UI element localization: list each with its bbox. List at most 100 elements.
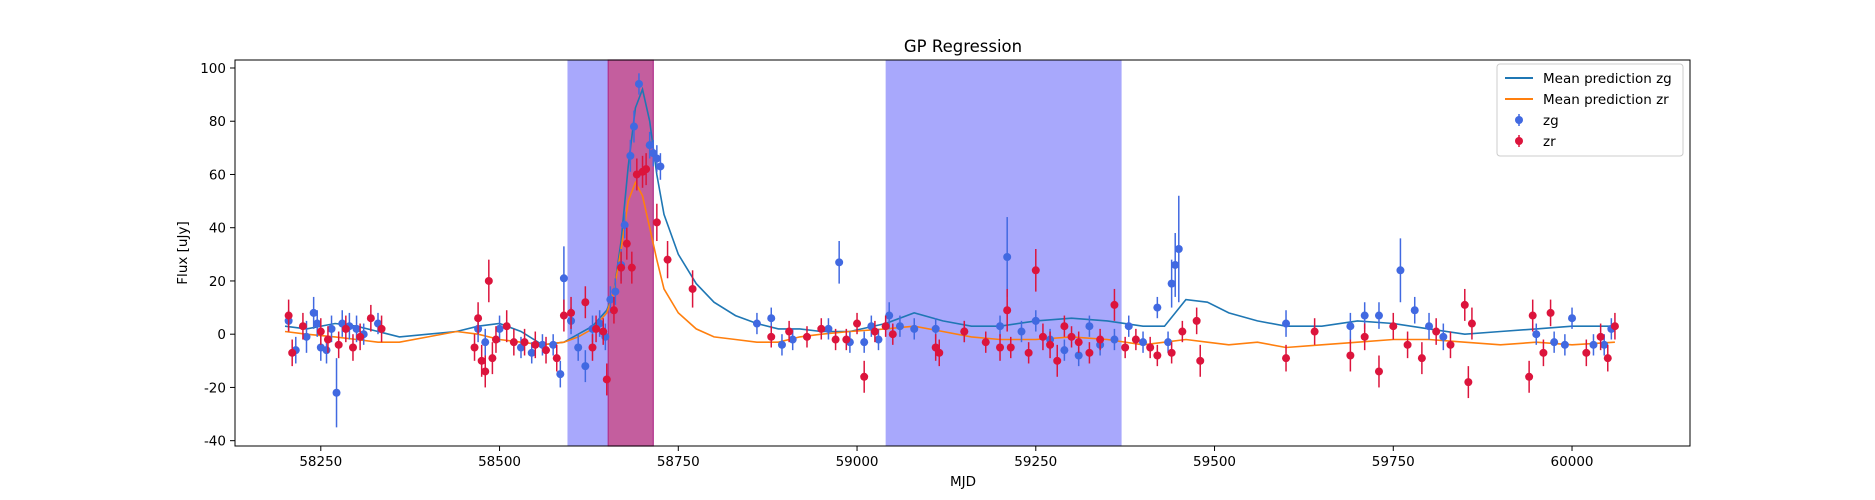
marker (302, 332, 311, 341)
marker (559, 311, 568, 320)
marker (1153, 303, 1162, 312)
marker (1546, 308, 1555, 317)
marker (860, 372, 869, 381)
data-point-zg (656, 153, 665, 180)
data-point-zg (1017, 320, 1026, 343)
data-point-zg (895, 315, 904, 337)
marker (481, 367, 490, 376)
y-tick-label: -20 (204, 380, 226, 396)
data-point-zg (634, 73, 643, 95)
data-point-zr (1403, 331, 1412, 359)
data-point-zr (981, 331, 990, 353)
marker (663, 255, 672, 264)
data-point-zg (1410, 296, 1419, 324)
data-point-zr (1596, 323, 1605, 351)
marker (1460, 300, 1469, 309)
marker (617, 263, 626, 272)
marker (520, 338, 529, 347)
marker (1346, 322, 1355, 331)
data-point-zr (1467, 307, 1476, 340)
marker (777, 340, 786, 349)
data-point-zr (502, 310, 511, 343)
marker (502, 322, 511, 331)
marker (788, 335, 797, 344)
marker (602, 375, 611, 384)
data-point-zg (860, 331, 869, 353)
marker (1539, 348, 1548, 357)
marker (835, 258, 844, 267)
data-point-zr (341, 315, 350, 343)
marker (567, 308, 576, 317)
marker (527, 348, 536, 357)
y-tick-label: 60 (209, 167, 226, 183)
data-point-zr (1024, 342, 1033, 364)
data-point-zr (1074, 331, 1083, 353)
data-point-zr (1192, 307, 1201, 335)
data-point-zr (1131, 328, 1140, 351)
marker (656, 162, 665, 171)
x-tick-label: 59250 (1014, 454, 1057, 470)
data-point-zr (602, 363, 611, 396)
marker (1060, 322, 1069, 331)
marker (284, 311, 293, 320)
marker (1110, 335, 1119, 344)
marker (1153, 351, 1162, 360)
data-point-zg (1425, 312, 1434, 340)
data-point-zr (1346, 339, 1355, 372)
marker (1031, 266, 1040, 275)
data-point-zg (1124, 315, 1133, 337)
marker (1446, 340, 1455, 349)
data-point-zr (935, 339, 944, 367)
data-point-zr (1046, 331, 1055, 359)
data-point-zg (629, 110, 638, 143)
data-point-zr (996, 334, 1005, 361)
marker (1374, 311, 1383, 320)
data-point-zr (323, 326, 332, 353)
data-point-zg (1060, 339, 1069, 361)
data-point-zr (599, 318, 608, 345)
x-tick-label: 58250 (299, 454, 342, 470)
marker (474, 314, 483, 323)
marker (559, 274, 568, 283)
data-point-zr (642, 153, 651, 186)
marker (1060, 346, 1069, 355)
marker (341, 324, 350, 333)
data-point-zr (688, 270, 697, 308)
marker (1464, 378, 1473, 387)
data-point-zg (752, 312, 761, 335)
marker (996, 343, 1005, 352)
data-point-zg (1031, 310, 1040, 332)
marker (931, 324, 940, 333)
marker (996, 322, 1005, 331)
marker (1110, 300, 1119, 309)
data-point-zr (581, 286, 590, 319)
data-point-zr (1121, 336, 1130, 359)
data-point-zg (835, 241, 844, 284)
marker (622, 239, 631, 248)
data-point-zr (1389, 312, 1398, 340)
marker (626, 151, 635, 160)
marker (1031, 316, 1040, 325)
marker (1417, 354, 1426, 363)
marker (895, 322, 904, 331)
data-point-zg (910, 318, 919, 340)
legend-label: zr (1543, 134, 1556, 150)
marker (1582, 348, 1591, 357)
data-point-zr (652, 203, 661, 242)
marker (1403, 340, 1412, 349)
marker (552, 354, 561, 363)
marker (881, 322, 890, 331)
legend-label: zg (1543, 113, 1559, 129)
data-point-zr (1546, 299, 1555, 327)
data-point-zr (1085, 342, 1094, 364)
data-point-zr (288, 339, 297, 367)
marker (609, 306, 618, 315)
marker (298, 322, 307, 331)
data-point-zg (611, 278, 620, 305)
shaded-region (567, 60, 609, 446)
marker (488, 354, 497, 363)
marker (1167, 348, 1176, 357)
marker (885, 311, 894, 320)
marker (470, 343, 479, 352)
